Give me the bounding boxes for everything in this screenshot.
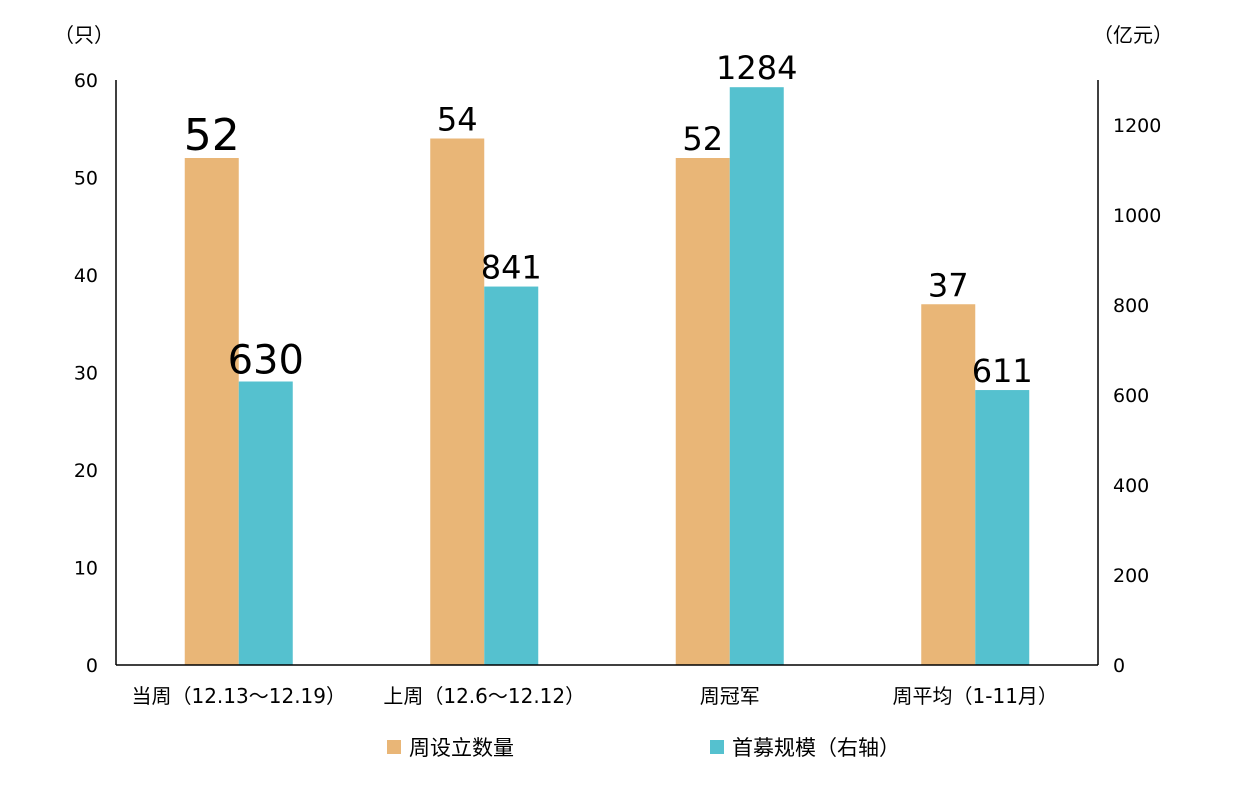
- legend: 周设立数量 首募规模（右轴）: [387, 736, 900, 760]
- left-tick-label: 50: [74, 168, 98, 190]
- bar-series-2-0: [238, 381, 293, 665]
- bar-series-1-1: [430, 138, 485, 665]
- right-tick-label: 400: [1113, 475, 1149, 497]
- left-axis-ticks: 0 10 20 30 40 50 60: [74, 70, 98, 677]
- legend-swatch-series-1: [387, 740, 401, 754]
- category-label: 周平均（1-11月）: [893, 684, 1058, 708]
- right-tick-label: 1200: [1113, 115, 1161, 137]
- right-tick-label: 200: [1113, 565, 1149, 587]
- bar-series-2-3: [975, 390, 1030, 665]
- left-tick-label: 60: [74, 70, 98, 92]
- data-label-series-2-3: 611: [972, 352, 1033, 390]
- bar-series-1-3: [921, 304, 976, 665]
- data-label-series-2-0: 630: [228, 338, 304, 384]
- data-label-series-1-0: 52: [184, 110, 240, 161]
- right-tick-label: 1000: [1113, 205, 1161, 227]
- data-label-series-2-1: 841: [481, 249, 542, 287]
- category-labels: 当周（12.13～12.19） 上周（12.6～12.12） 周冠军 周平均（1-11…: [131, 684, 1057, 708]
- legend-label-series-1: 周设立数量: [409, 736, 514, 760]
- left-tick-label: 20: [74, 460, 98, 482]
- data-label-series-1-1: 54: [437, 101, 478, 139]
- left-tick-label: 30: [74, 363, 98, 385]
- left-tick-label: 40: [74, 265, 98, 287]
- right-tick-label: 800: [1113, 295, 1149, 317]
- left-tick-label: 0: [86, 655, 98, 677]
- bar-series-2-2: [729, 87, 784, 665]
- right-axis-ticks: 0 200 400 600 800 1000 1200: [1113, 115, 1161, 677]
- data-label-series-1-2: 52: [682, 120, 723, 158]
- left-axis-unit: （只）: [54, 23, 114, 47]
- bar-series-2-1: [484, 286, 539, 665]
- legend-swatch-series-2: [710, 740, 724, 754]
- bar-series-1-2: [675, 158, 730, 665]
- bar-series-1-0: [184, 158, 239, 665]
- right-tick-label: 0: [1113, 655, 1125, 677]
- bars: [184, 87, 1030, 665]
- data-label-series-1-3: 37: [928, 266, 969, 304]
- legend-label-series-2: 首募规模（右轴）: [732, 736, 900, 760]
- category-label: 周冠军: [700, 684, 760, 708]
- category-label: 当周（12.13～12.19）: [131, 684, 346, 708]
- left-tick-label: 10: [74, 558, 98, 580]
- right-axis-unit: （亿元）: [1093, 23, 1173, 47]
- data-label-series-2-2: 1284: [716, 49, 797, 87]
- right-tick-label: 600: [1113, 385, 1149, 407]
- data-labels: 52 630 54 841 52 1284 37 611: [184, 49, 1033, 390]
- category-label: 上周（12.6～12.12）: [383, 684, 585, 708]
